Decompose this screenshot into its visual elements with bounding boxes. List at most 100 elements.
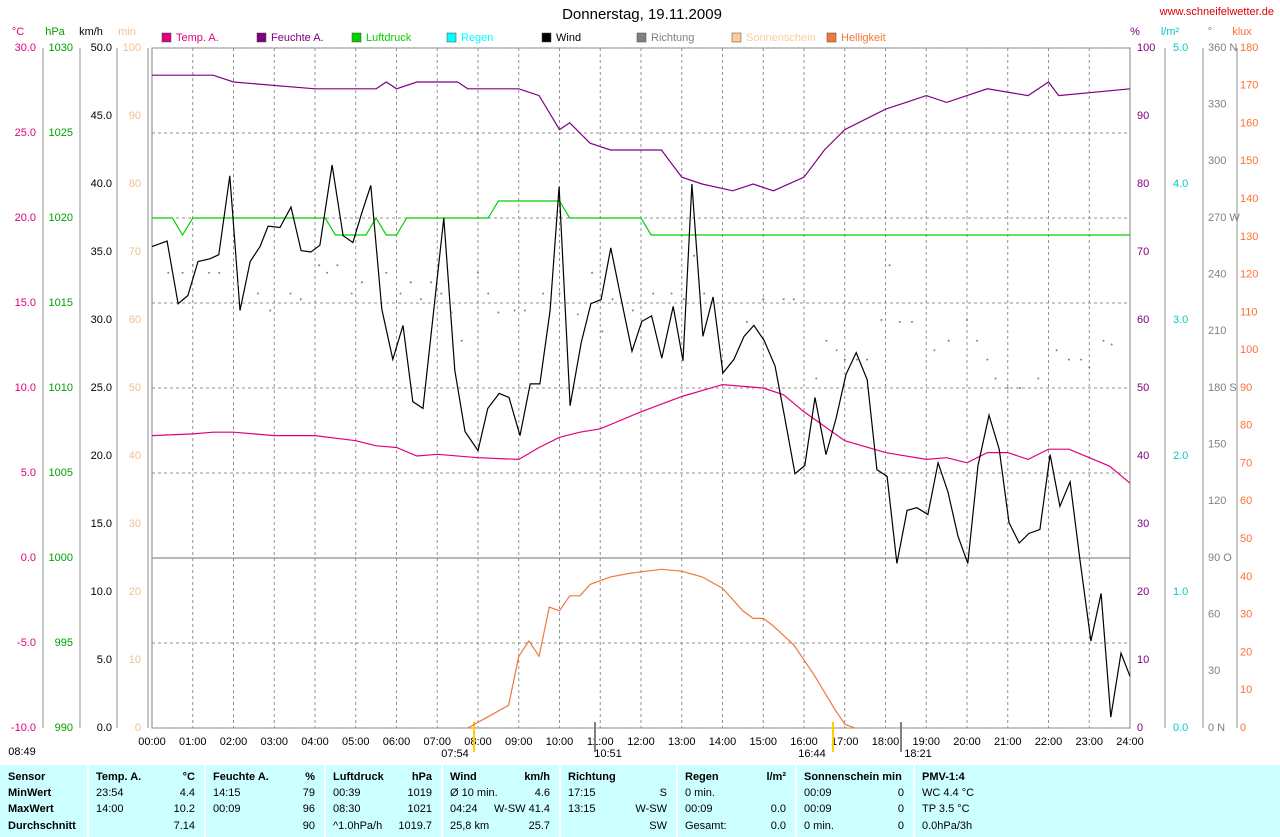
y-tick-label: 100 <box>123 42 141 54</box>
table-cell: 23:54 <box>96 787 124 799</box>
table-cell: % <box>305 771 315 783</box>
legend-label: Feuchte A. <box>271 32 324 44</box>
table-cell: WC 4.4 °C <box>922 787 975 799</box>
direction-dot <box>762 298 765 301</box>
table-cell: Durchschnitt <box>8 820 76 832</box>
direction-dot <box>487 292 490 295</box>
axis-unit: min <box>118 26 136 38</box>
x-tick-label: 05:00 <box>342 736 370 748</box>
y-tick-label: 50 <box>1137 382 1149 394</box>
table-cell: 79 <box>302 787 315 799</box>
source: www.schneifelwetter.de <box>1159 6 1274 18</box>
x-tick-label: 22:00 <box>1035 736 1063 748</box>
direction-dot <box>289 292 292 295</box>
y-tick-label: 100 <box>1137 42 1155 54</box>
x-tick-label: 04:00 <box>301 736 329 748</box>
direction-dot <box>440 292 443 295</box>
table-cell: 0 <box>897 803 904 815</box>
y-tick-label: 20.0 <box>15 212 36 224</box>
legend-swatch <box>541 32 552 43</box>
direction-dot <box>855 358 858 361</box>
y-tick-label: 10.0 <box>15 382 36 394</box>
table-cell: 14:00 <box>96 803 124 815</box>
y-tick-label: 30 <box>1208 665 1220 677</box>
y-tick-label: 80 <box>129 178 141 190</box>
axis-unit: km/h <box>79 26 103 38</box>
summary-table: Sensor MinWert MaxWert Durchschnitt Temp. A.… <box>0 765 1280 837</box>
table-cell: 0 min. <box>804 820 834 832</box>
x-tick-label: 03:00 <box>260 736 288 748</box>
annotation: 18:21 <box>904 748 932 760</box>
y-tick-label: 1.0 <box>1173 586 1188 598</box>
direction-dot <box>558 292 561 295</box>
table-cell: Richtung <box>568 771 616 783</box>
y-tick-label: 0.0 <box>1173 722 1188 734</box>
direction-dot <box>994 377 997 380</box>
table-cell: Wind <box>450 771 477 783</box>
y-tick-label: 15.0 <box>15 297 36 309</box>
table-cell: 96 <box>302 803 315 815</box>
y-tick-label: 140 <box>1240 193 1258 205</box>
y-tick-label: 40 <box>1137 450 1149 462</box>
x-tick-label: 14:00 <box>709 736 737 748</box>
x-tick-label: 16:00 <box>790 736 818 748</box>
legend-swatch <box>731 32 742 43</box>
direction-dot <box>318 264 321 267</box>
legend-label: Richtung <box>651 32 694 44</box>
table-cell: l/m² <box>766 771 786 783</box>
table-cell: hPa <box>411 771 432 783</box>
table-cell: Luftdruck <box>333 771 384 783</box>
series-line <box>152 200 1130 237</box>
table-cell: SW <box>649 820 667 832</box>
direction-dot <box>866 358 869 361</box>
y-tick-label: 990 <box>55 722 73 734</box>
direction-dot <box>326 271 329 274</box>
x-tick-label: 09:00 <box>505 736 533 748</box>
direction-dot <box>591 271 594 274</box>
direction-dot <box>576 313 579 316</box>
y-tick-label: 60 <box>1240 495 1252 507</box>
table-cell: MaxWert <box>8 803 54 815</box>
table-cell: 25,8 km <box>450 820 490 832</box>
table-cell: ^1.0hPa/h <box>333 820 383 832</box>
direction-dot <box>542 292 545 295</box>
column-separator <box>441 765 443 837</box>
annotation: 07:54 <box>441 748 469 760</box>
column-separator <box>87 765 89 837</box>
table-cell: 0.0 <box>770 820 786 832</box>
direction-dot <box>703 292 706 295</box>
table-cell: TP 3.5 °C <box>922 803 970 815</box>
column-separator <box>559 765 561 837</box>
table-cell: 00:09 <box>804 787 832 799</box>
axis-unit: ° <box>1208 26 1212 38</box>
x-tick-label: 21:00 <box>994 736 1022 748</box>
legend-swatch <box>636 32 647 43</box>
direction-dot <box>269 309 272 312</box>
y-tick-label: 40 <box>129 450 141 462</box>
table-cell: Sensor <box>8 771 46 783</box>
y-tick-label: 60 <box>1137 314 1149 326</box>
direction-dot <box>933 349 936 352</box>
y-tick-label: 80 <box>1240 420 1252 432</box>
direction-dot <box>1102 339 1105 342</box>
y-tick-label: 20 <box>1240 646 1252 658</box>
direction-dot <box>430 281 433 284</box>
y-tick-label: 50 <box>1240 533 1252 545</box>
table-cell: 0 <box>897 787 904 799</box>
y-tick-label: 5.0 <box>21 467 36 479</box>
legend-label: Regen <box>461 32 493 44</box>
table-cell: 0.0 <box>770 803 786 815</box>
y-tick-label: 10 <box>1137 654 1149 666</box>
y-tick-label: 0.0 <box>21 552 36 564</box>
y-tick-label: 25.0 <box>91 382 112 394</box>
x-tick-label: 10:00 <box>546 736 574 748</box>
x-tick-label: 23:00 <box>1075 736 1103 748</box>
legend-label: Luftdruck <box>366 32 412 44</box>
direction-dot <box>523 309 526 312</box>
x-tick-label: 15:00 <box>749 736 777 748</box>
table-cell: 4.6 <box>534 787 550 799</box>
y-tick-label: 0 <box>1240 722 1246 734</box>
direction-dot <box>976 339 979 342</box>
y-tick-label: 80 <box>1137 178 1149 190</box>
direction-dot <box>208 271 211 274</box>
